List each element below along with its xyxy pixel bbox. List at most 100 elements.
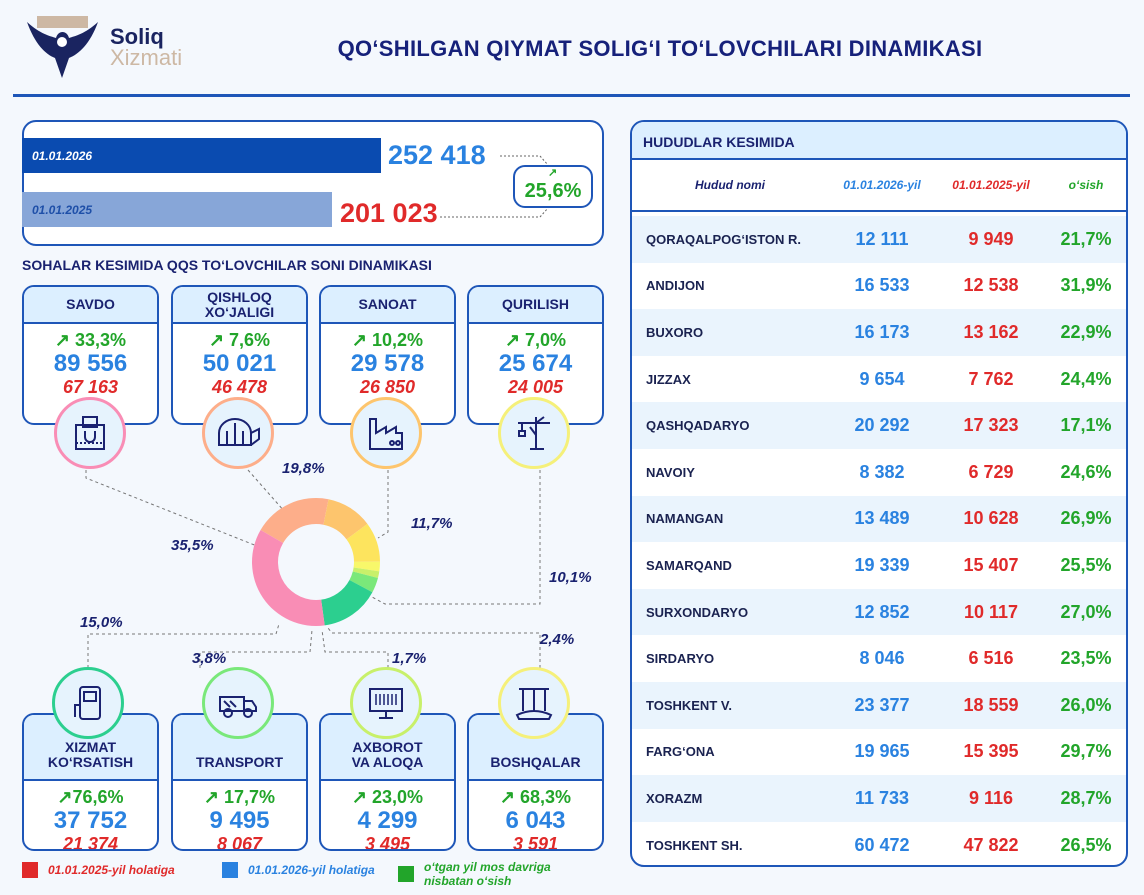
summary-value-2025: 201 023 (340, 198, 438, 228)
sector-card-savdo: SAVDO ↗ 33,3% 89 556 67 163 (22, 285, 159, 425)
table-row: BUXORO 16 173 13 162 22,9% (632, 309, 1126, 356)
sector-value-2025: 3 495 (364, 834, 411, 851)
table-row: SURXONDARYO 12 852 10 117 27,0% (632, 588, 1126, 636)
greenhouse-icon (202, 397, 274, 469)
table-row: JIZZAX 9 654 7 762 24,4% (632, 356, 1126, 403)
table-row: NAVOIY 8 382 6 729 24,6% (632, 449, 1126, 496)
table-row: TOSHKENT SH. 60 472 47 822 26,5% (632, 822, 1126, 865)
sector-value-2026: 29 578 (350, 350, 425, 377)
growth-value: 26,9% (1060, 508, 1112, 529)
growth-value: 26,5% (1060, 834, 1112, 855)
legend-item-2026: 01.01.2026-yil holatiga (222, 862, 375, 878)
summary-bar-2026: 01.01.2026 (22, 138, 381, 173)
table-row: QORAQALPOG‘ISTON R. 12 111 9 949 21,7% (632, 216, 1126, 263)
value-2025: 15 395 (963, 741, 1019, 762)
sector-growth: ↗ 23,0% (351, 787, 424, 807)
growth-badge: ↗ 25,6% (513, 165, 593, 208)
legend-swatch (398, 866, 414, 882)
sector-growth: ↗ 33,3% (54, 330, 127, 350)
sector-value-2026: 89 556 (53, 350, 128, 377)
logo-text-soliq: Soliq (110, 24, 164, 49)
donut-slice-qishloq-xo-jaligi (260, 498, 329, 543)
value-2026: 12 111 (855, 228, 909, 249)
region-name: SIRDARYO (646, 651, 715, 667)
sector-card-qurilish: QURILISH ↗ 7,0% 25 674 24 005 (467, 285, 604, 425)
growth-value: 24,6% (1060, 461, 1112, 482)
value-2026: 60 472 (854, 834, 910, 855)
logo-text-xizmati: Xizmati (110, 45, 183, 70)
table-row: XORAZM 11 733 9 116 28,7% (632, 775, 1126, 822)
value-2026: 11 733 (854, 787, 910, 808)
value-2025: 15 407 (963, 554, 1019, 575)
growth-value: 28,7% (1060, 787, 1112, 808)
region-name: JIZZAX (646, 371, 691, 387)
col-2026: 01.01.2026-yil (843, 178, 921, 192)
share-label-boshqalar: 2,4% (540, 631, 575, 648)
value-2025: 9 116 (968, 787, 1014, 808)
shopping-bag-icon (54, 397, 126, 469)
sector-value-2025: 24 005 (507, 377, 564, 397)
regions-title: HUDUDLAR KESIMIDA (632, 122, 1126, 160)
table-row: NAMANGAN 13 489 10 628 26,9% (632, 495, 1126, 543)
sector-value-2026: 6 043 (505, 807, 566, 834)
share-label-qishloq: 19,8% (282, 460, 325, 477)
value-2026: 19 339 (854, 554, 910, 575)
share-label-qurilish: 10,1% (549, 569, 592, 586)
trend-up-icon: ↗ (54, 330, 76, 350)
region-name: SAMARQAND (646, 557, 732, 573)
sector-value-2026: 25 674 (498, 350, 573, 377)
sector-value-2025: 46 478 (211, 377, 268, 397)
regions-table-body: QORAQALPOG‘ISTON R. 12 111 9 949 21,7% ANDIJ… (632, 212, 1126, 865)
col-region-name: Hudud nomi (695, 178, 765, 192)
growth-value: 21,7% (1060, 228, 1112, 249)
share-label-transport: 3,8% (192, 650, 227, 667)
sector-value-2025: 67 163 (62, 377, 119, 397)
sector-value-2026: 37 752 (53, 807, 128, 834)
sector-growth: ↗ 7,0% (504, 330, 567, 350)
donut-slice-qurilish (346, 523, 380, 562)
trend-up-icon: ↗ (504, 330, 526, 350)
sector-name: QISHLOQ XO‘JALIGI (173, 287, 306, 324)
growth-value: 24,4% (1060, 368, 1112, 389)
legend-item-2025: 01.01.2025-yil holatiga (22, 862, 175, 878)
region-name: BUXORO (646, 324, 704, 340)
value-2026: 8 382 (859, 461, 905, 482)
sectors-title: SOHALAR KESIMIDA QQS TO‘LOVCHILAR SONI D… (22, 257, 432, 273)
region-name: FARG‘ONA (646, 744, 715, 760)
growth-value: 26,0% (1060, 694, 1112, 715)
value-2025: 7 762 (968, 368, 1014, 389)
summary-bar-2025: 01.01.2025 (22, 192, 332, 227)
table-row: QASHQADARYO 20 292 17 323 17,1% (632, 402, 1126, 449)
value-2025: 6 516 (968, 648, 1014, 669)
donut-slice-boshqalar (353, 561, 380, 572)
share-label-axborot: 1,7% (392, 650, 427, 667)
donut-slice-savdo (252, 530, 325, 626)
sector-value-2026: 4 299 (357, 807, 418, 834)
region-name: SURXONDARYO (646, 604, 749, 620)
service-terminal-icon (52, 667, 124, 739)
table-row: SAMARQAND 19 339 15 407 25,5% (632, 542, 1126, 589)
page-title: QO‘SHILGAN QIYMAT SOLIG‘I TO‘LOVCHILARI … (337, 36, 983, 61)
trend-up-icon: ↗ (351, 330, 373, 350)
sector-growth: ↗ 17,7% (203, 787, 276, 807)
header-divider (13, 94, 1130, 97)
value-2026: 8 046 (859, 648, 905, 669)
summary-value-2026: 252 418 (388, 140, 486, 170)
growth-value: 23,5% (1060, 648, 1112, 669)
table-row: ANDIJON 16 533 12 538 31,9% (632, 263, 1126, 310)
value-2026: 19 965 (854, 741, 910, 762)
other-building-icon (498, 667, 570, 739)
donut-slice-sanoat (323, 499, 368, 540)
region-name: TOSHKENT SH. (646, 837, 743, 853)
table-row: FARG‘ONA 19 965 15 395 29,7% (632, 729, 1126, 776)
value-2026: 23 377 (854, 694, 910, 715)
value-2025: 17 323 (963, 415, 1019, 436)
summary-date-2025: 01.01.2025 (32, 202, 93, 217)
value-2025: 6 729 (968, 461, 1014, 482)
value-2026: 20 292 (854, 415, 910, 436)
growth-value: 25,5% (1060, 554, 1112, 575)
col-growth: o‘sish (1068, 178, 1104, 192)
value-2026: 13 489 (854, 508, 910, 529)
trend-up-icon: ↗ (57, 787, 73, 807)
value-2026: 16 173 (854, 321, 910, 342)
